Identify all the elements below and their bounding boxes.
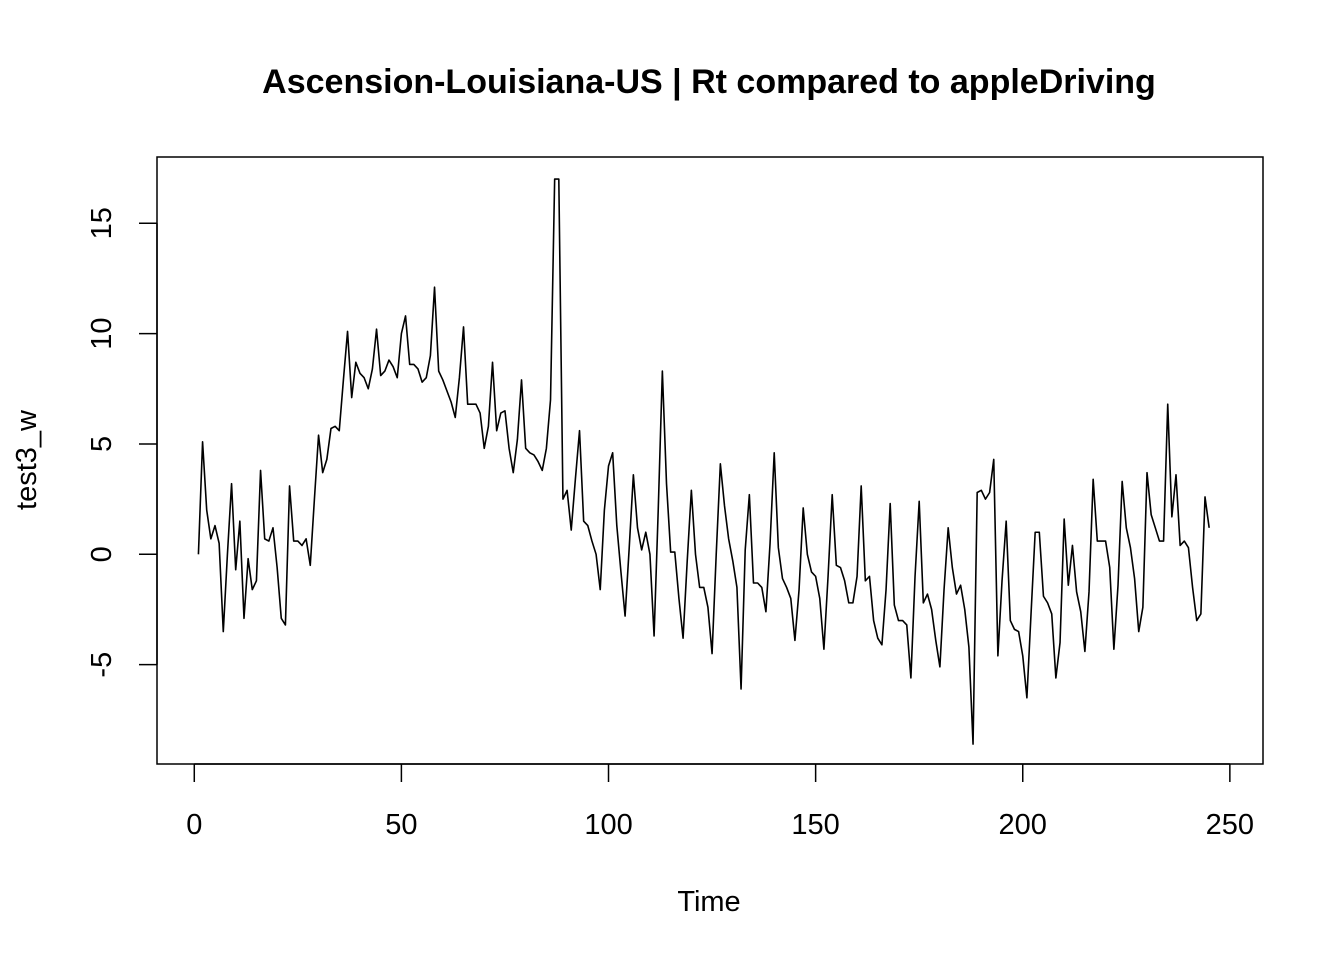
x-tick-label: 0 bbox=[186, 809, 202, 841]
y-tick-label: -5 bbox=[86, 652, 118, 678]
y-tick-label: 15 bbox=[86, 207, 118, 239]
x-tick-label: 150 bbox=[791, 809, 839, 841]
y-axis: -5 0 5 10 15 bbox=[86, 207, 158, 678]
x-tick-label: 50 bbox=[385, 809, 417, 841]
y-tick-label: 5 bbox=[86, 436, 118, 452]
x-axis: 0 50 100 150 200 250 bbox=[186, 763, 1254, 841]
x-tick-label: 200 bbox=[999, 809, 1047, 841]
chart-title: Ascension-Louisiana-US | Rt compared to … bbox=[262, 63, 1156, 101]
x-axis-label: Time bbox=[677, 886, 740, 918]
y-tick-label: 10 bbox=[86, 317, 118, 349]
x-tick-label: 250 bbox=[1206, 809, 1254, 841]
y-tick-label: 0 bbox=[86, 546, 118, 562]
x-tick-label: 100 bbox=[584, 809, 632, 841]
y-axis-label: test3_w bbox=[11, 409, 43, 510]
series-line bbox=[197, 178, 1210, 745]
